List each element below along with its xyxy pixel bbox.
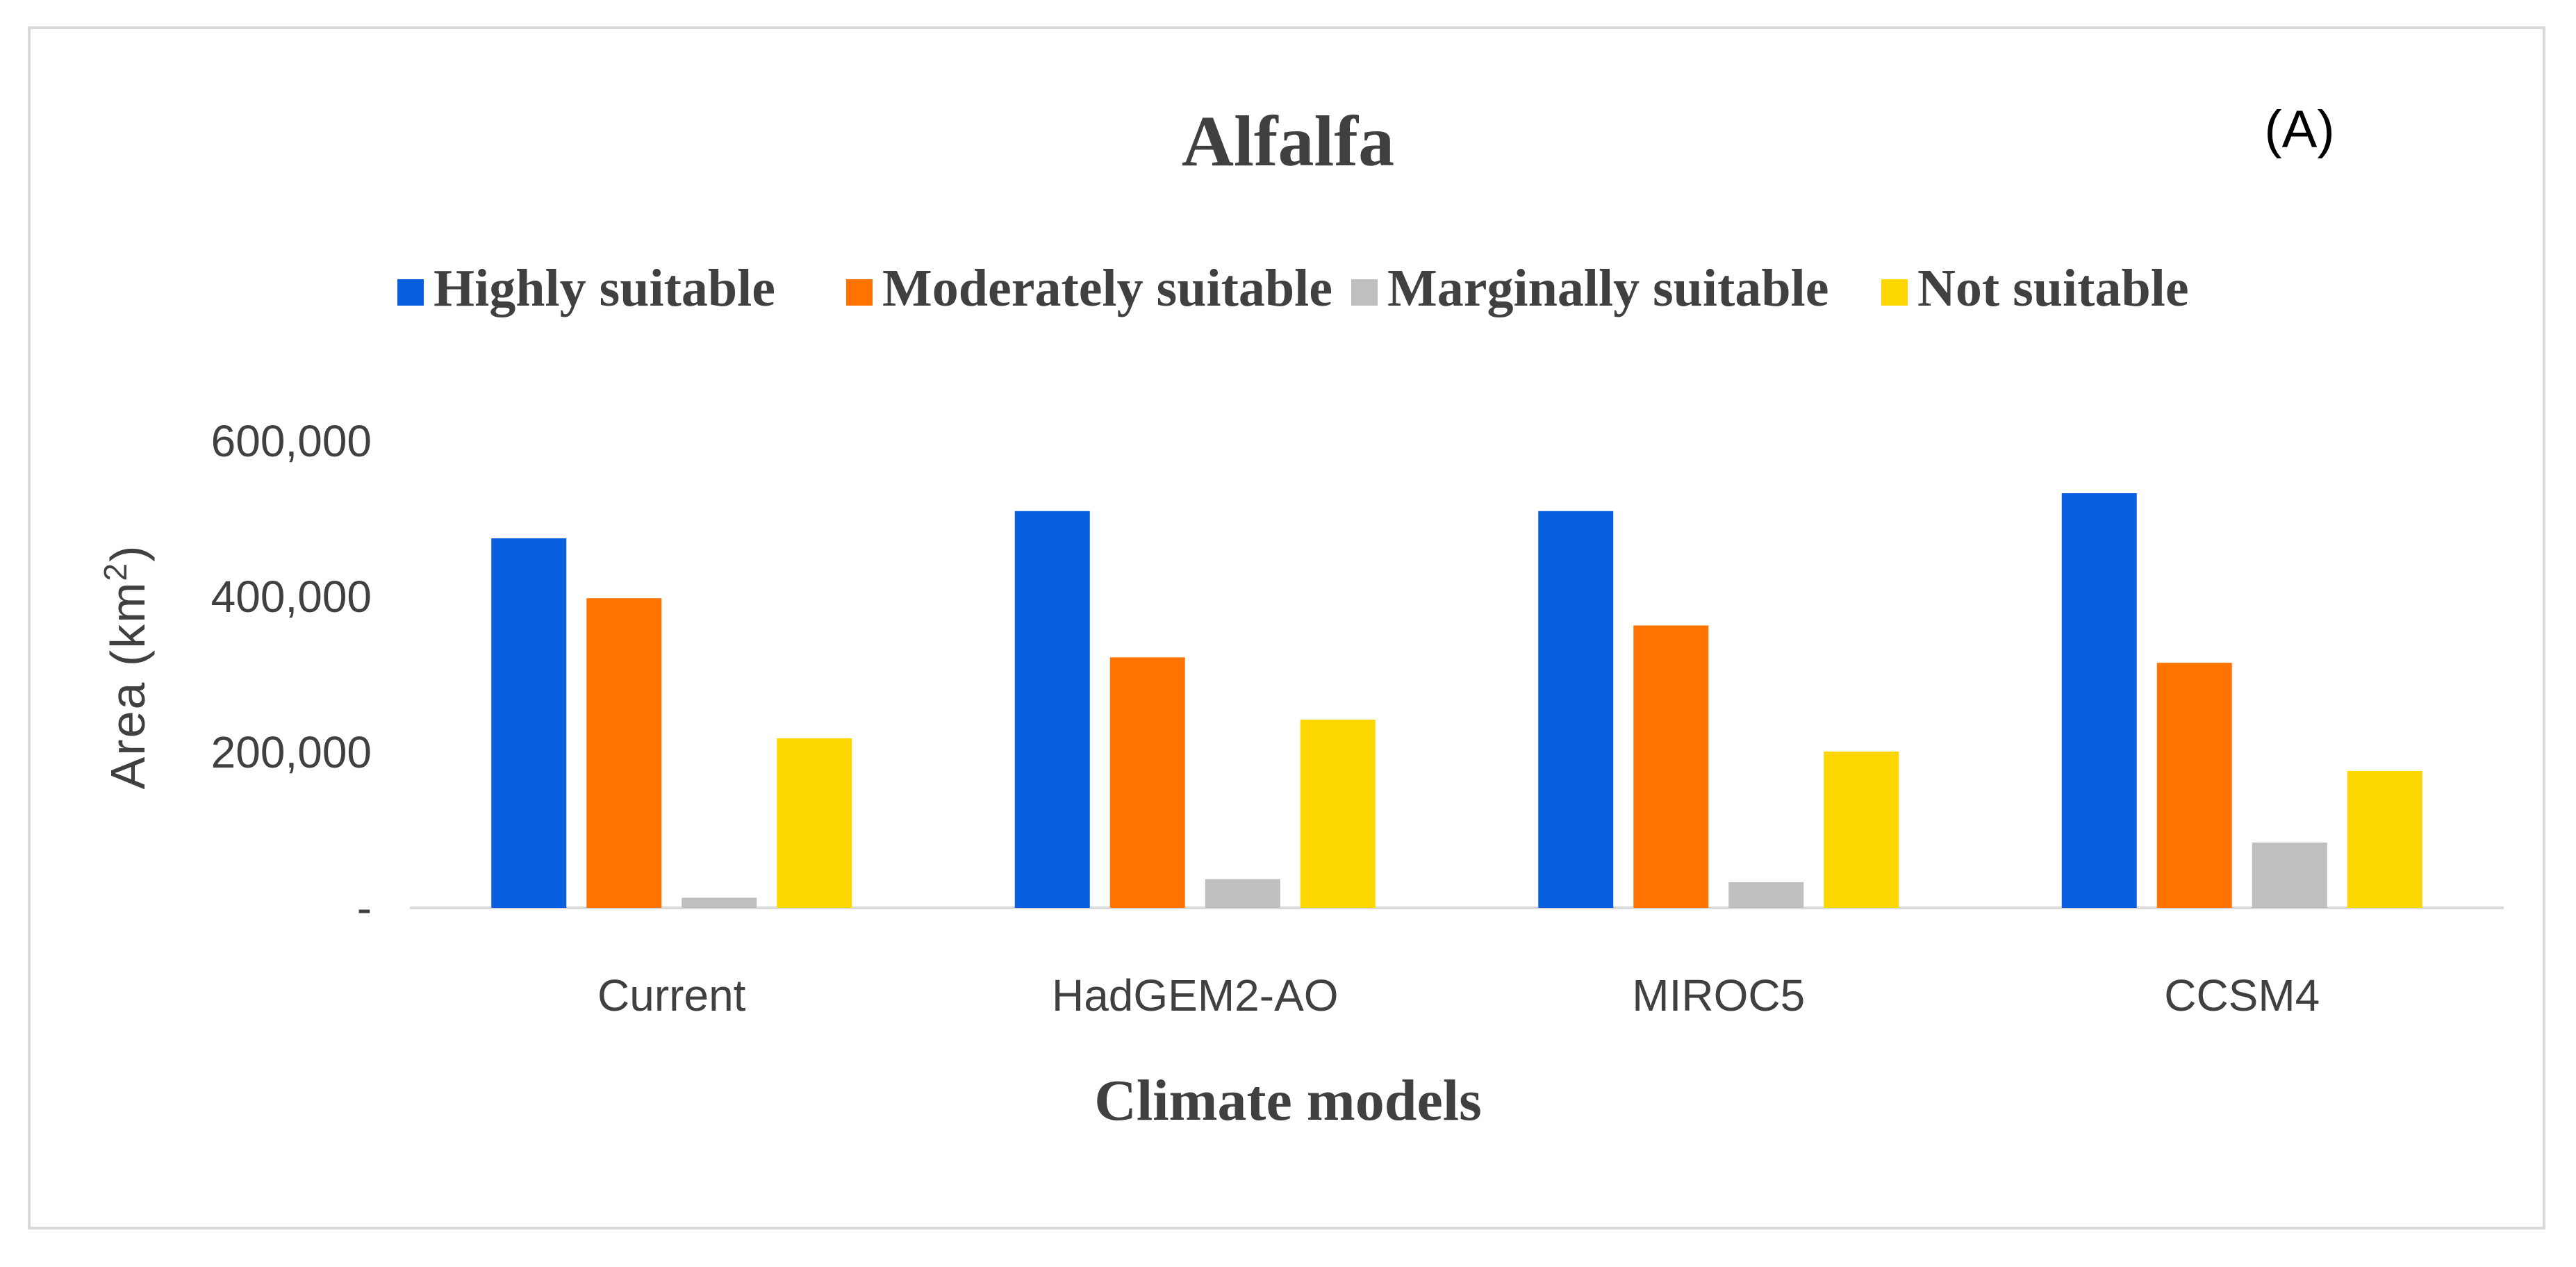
bar-miroc5-moderately-suitable (1633, 625, 1709, 908)
x-tick-label: Current (597, 970, 746, 1020)
bar-hadgem2-ao-moderately-suitable (1109, 657, 1185, 908)
bar-ccsm4-moderately-suitable (2156, 663, 2232, 908)
bars (491, 493, 2422, 908)
x-axis-title: Climate models (1094, 1068, 1482, 1133)
y-tick-label: 200,000 (211, 727, 372, 777)
bar-current-moderately-suitable (586, 598, 662, 908)
legend: Highly suitable Moderately suitable Margin… (397, 259, 2189, 317)
y-tick-label: 600,000 (211, 416, 372, 466)
y-axis-ticks: - 200,000 400,000 600,000 (211, 416, 372, 933)
x-tick-label: MIROC5 (1632, 970, 1805, 1020)
bar-miroc5-marginally-suitable (1728, 882, 1804, 908)
legend-swatch-4 (1881, 279, 1908, 306)
legend-label-4: Not suitable (1917, 259, 2189, 317)
chart-title: Alfalfa (1182, 101, 1394, 181)
legend-swatch-3 (1351, 279, 1378, 306)
y-tick-label: 400,000 (211, 572, 372, 622)
x-axis-ticks: Current HadGEM2-AO MIROC5 CCSM4 (597, 970, 2320, 1020)
legend-label-1: Highly suitable (434, 259, 775, 317)
bar-current-not-suitable (777, 738, 852, 908)
legend-swatch-1 (397, 279, 424, 306)
legend-swatch-2 (846, 279, 873, 306)
bar-miroc5-not-suitable (1824, 751, 1899, 908)
bar-current-marginally-suitable (682, 897, 757, 908)
bar-ccsm4-highly-suitable (2061, 493, 2137, 908)
x-tick-label: CCSM4 (2164, 970, 2320, 1020)
panel-label: (A) (2264, 100, 2334, 159)
x-tick-label: HadGEM2-AO (1052, 970, 1339, 1020)
bar-current-highly-suitable (491, 538, 567, 908)
y-tick-label: - (357, 883, 372, 933)
bar-hadgem2-ao-highly-suitable (1014, 511, 1090, 908)
legend-label-2: Moderately suitable (882, 259, 1332, 317)
legend-label-3: Marginally suitable (1387, 259, 1828, 317)
bar-hadgem2-ao-marginally-suitable (1205, 879, 1280, 908)
bar-hadgem2-ao-not-suitable (1300, 719, 1376, 908)
bar-miroc5-highly-suitable (1538, 511, 1614, 908)
bar-ccsm4-marginally-suitable (2252, 842, 2327, 908)
bar-ccsm4-not-suitable (2347, 770, 2422, 908)
y-axis-label: Area (km2) (97, 545, 155, 790)
